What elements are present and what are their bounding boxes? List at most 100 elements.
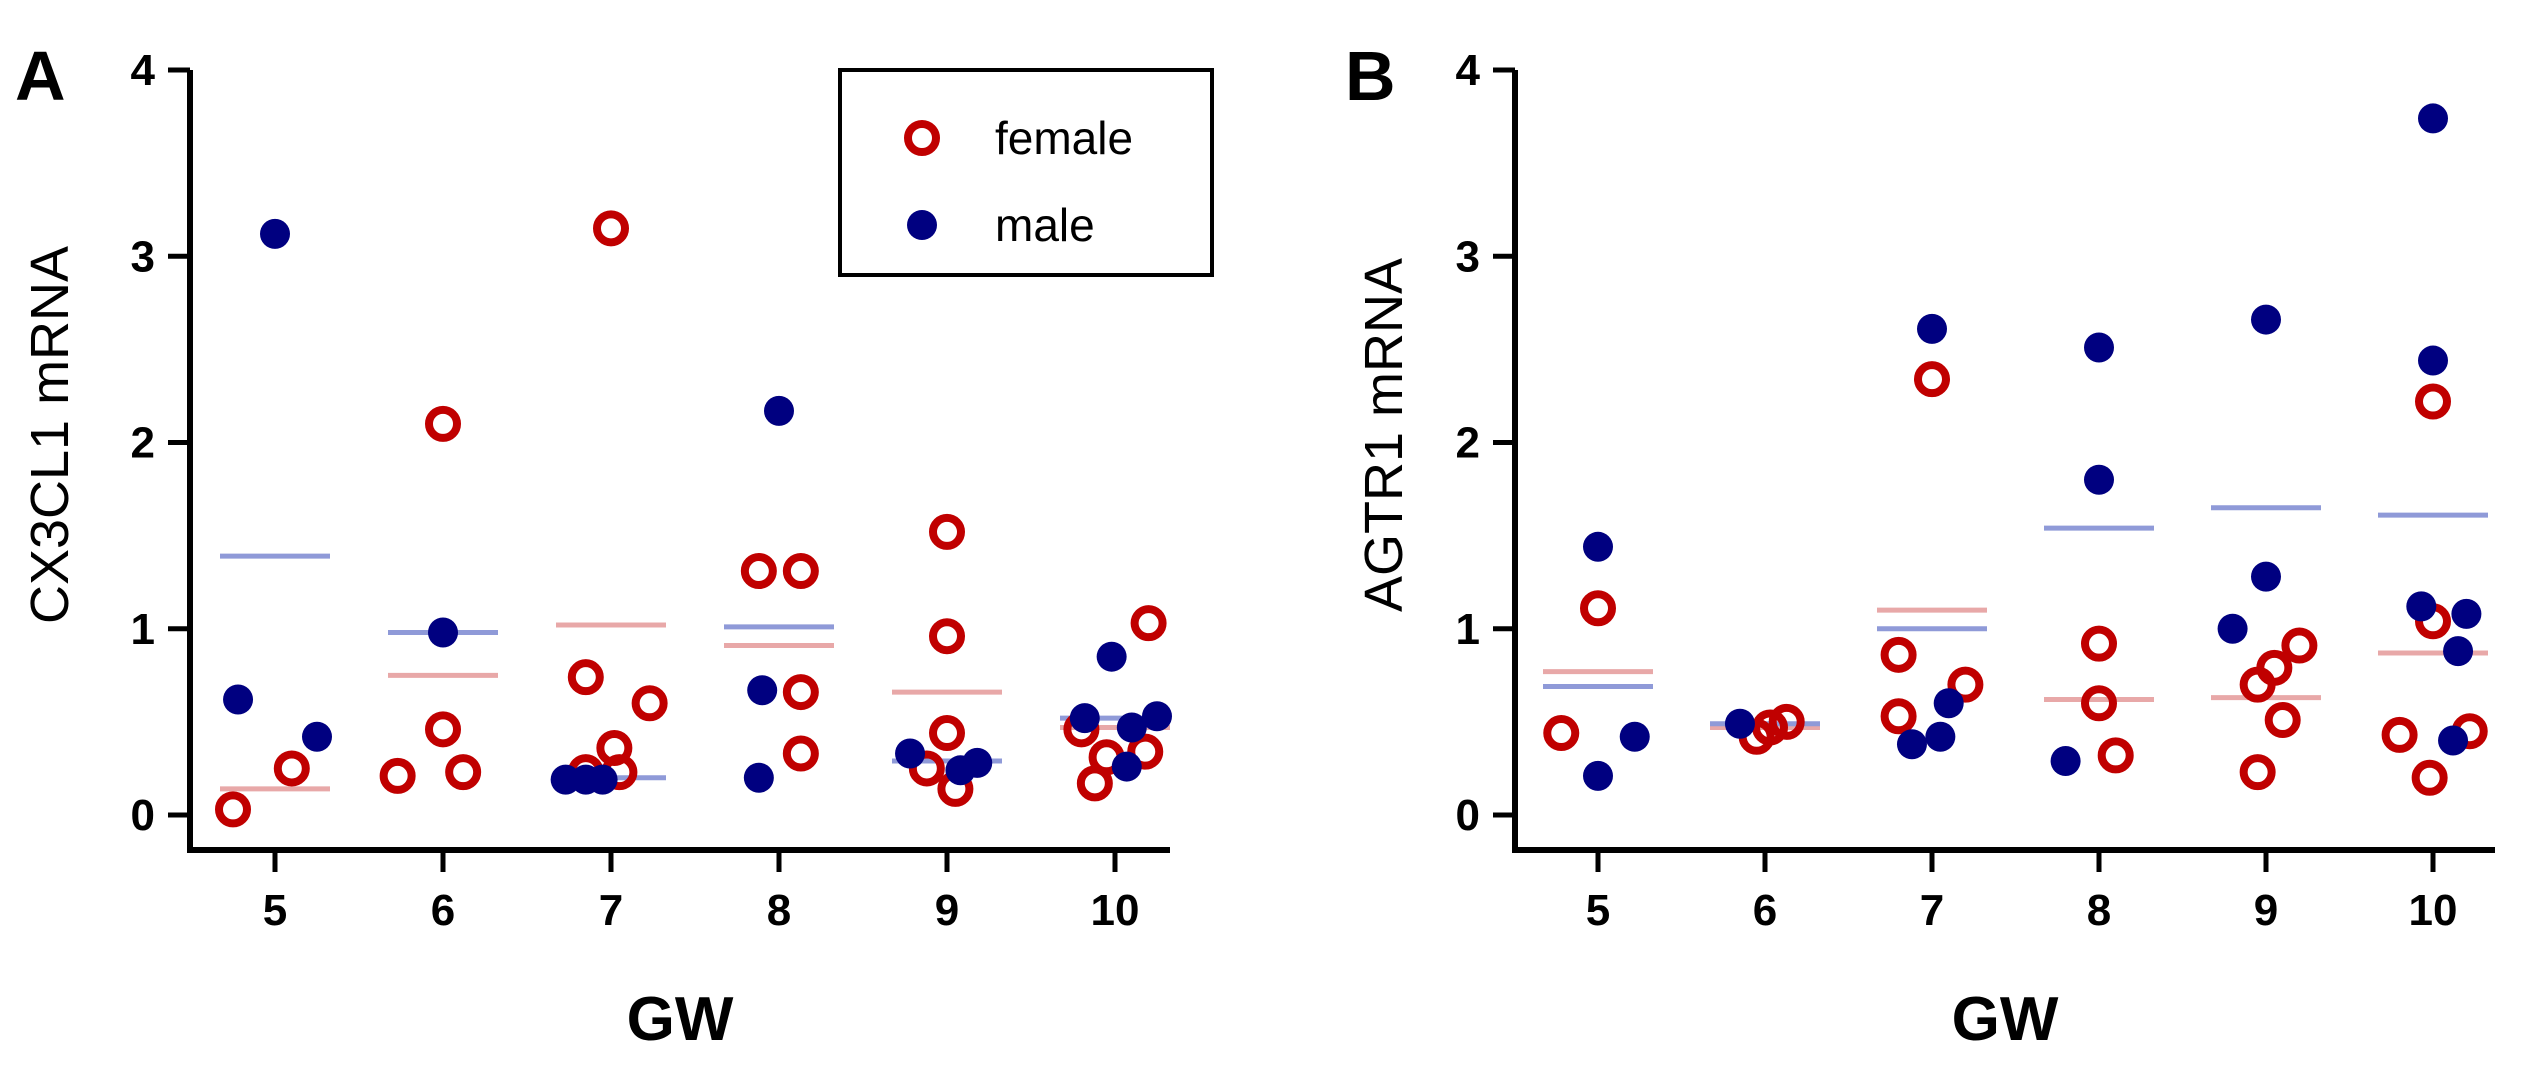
female-point-b	[2264, 702, 2301, 739]
female-point-b	[2239, 666, 2276, 703]
female-point-a	[782, 735, 819, 772]
male-point-b	[2084, 464, 2114, 495]
y-axis-title-b: AGTR1 mRNA	[1354, 258, 1414, 612]
x-tick-label-a: 8	[767, 886, 791, 935]
male-point-a	[428, 617, 458, 648]
y-tick-label-a: 4	[131, 46, 156, 95]
female-point-b	[2256, 649, 2293, 686]
legend: female male	[838, 68, 1214, 277]
x-tick-label-b: 6	[1753, 886, 1777, 935]
male-point-b	[2418, 345, 2448, 376]
female-point-b	[2239, 754, 2276, 791]
female-point-b	[2381, 716, 2418, 753]
y-tick-label-b: 2	[1456, 419, 1480, 468]
female-point-a	[908, 750, 945, 787]
x-tick-label-a: 6	[431, 886, 455, 935]
female-point-a	[929, 715, 965, 752]
male-point-b	[2443, 636, 2474, 667]
female-point-a	[1127, 733, 1164, 770]
female-point-a	[593, 210, 629, 247]
female-point-a	[445, 754, 482, 791]
y-tick-label-b: 0	[1456, 791, 1480, 840]
panel-a: 0 1 2 3 4 5 6 7 8 9 10 GW CX3CL1 mRNA	[20, 46, 1172, 1054]
male-point-b	[2084, 332, 2114, 363]
male-point-b	[1619, 721, 1650, 752]
y-tick-label-a: 0	[131, 791, 155, 840]
legend-box	[838, 68, 1214, 277]
female-point-b	[1880, 636, 1917, 673]
female-point-b	[2281, 627, 2318, 664]
y-tick-label-b: 1	[1456, 605, 1480, 654]
female-point-b	[2081, 625, 2117, 662]
x-tick-label-a: 10	[1091, 886, 1140, 935]
legend-label-male: male	[995, 199, 1095, 251]
female-point-b	[1580, 590, 1616, 627]
female-point-a	[273, 750, 310, 787]
female-point-a	[929, 513, 965, 550]
female-point-b	[2411, 759, 2448, 796]
y-tick-label-a: 3	[131, 232, 155, 281]
female-point-b	[1752, 709, 1789, 746]
female-point-a	[631, 685, 668, 722]
legend-marker-female	[904, 120, 940, 156]
panel-letter-a: A	[15, 37, 66, 115]
panel-b: 0 1 2 3 4 5 6 7 8 9 10 GW AGTR1 mRNA	[1354, 46, 2495, 1054]
male-point-a	[945, 755, 976, 786]
x-tick-label-b: 7	[1920, 886, 1944, 935]
female-point-a	[215, 791, 251, 828]
male-point-a	[260, 218, 290, 249]
male-point-b	[1925, 721, 1956, 752]
female-point-a	[1130, 605, 1167, 642]
male-point-b	[2050, 745, 2081, 776]
panel-letter-b: B	[1345, 37, 1396, 115]
legend-label-female: female	[995, 112, 1133, 164]
female-point-b	[1880, 698, 1917, 735]
male-point-b	[1724, 708, 1755, 739]
male-point-b	[1917, 313, 1947, 344]
female-point-a	[567, 659, 604, 696]
female-point-b	[2081, 685, 2117, 722]
x-tick-label-a: 7	[599, 886, 623, 935]
female-point-a	[782, 674, 819, 711]
male-point-a	[1096, 641, 1127, 672]
x-tick-label-b: 10	[2409, 886, 2458, 935]
x-tick-label-b: 8	[2087, 886, 2111, 935]
female-point-a	[929, 618, 965, 655]
male-point-b	[2451, 598, 2482, 629]
male-point-b	[1896, 729, 1927, 760]
male-point-b	[2418, 103, 2448, 134]
male-point-a	[587, 764, 618, 795]
male-point-a	[302, 721, 332, 752]
male-point-b	[2406, 591, 2437, 622]
y-axis-title-a: CX3CL1 mRNA	[20, 246, 80, 624]
male-point-b	[1583, 760, 1613, 791]
y-tick-label-a: 1	[131, 605, 155, 654]
female-point-a	[425, 405, 461, 442]
male-point-b	[1933, 688, 1964, 719]
legend-marker-male	[907, 210, 937, 240]
male-point-a	[223, 684, 254, 715]
female-point-a	[379, 757, 416, 794]
female-point-a	[1076, 765, 1113, 802]
y-tick-label-b: 3	[1456, 232, 1480, 281]
male-point-b	[2438, 725, 2469, 756]
female-point-b	[2415, 383, 2451, 420]
female-point-b	[1768, 703, 1805, 740]
female-point-a	[740, 553, 777, 590]
male-point-b	[2251, 561, 2281, 592]
male-point-a	[1069, 703, 1100, 734]
x-axis-title-a: GW	[627, 985, 734, 1054]
male-point-a	[743, 762, 774, 793]
male-point-a	[764, 395, 794, 426]
x-axis-title-b: GW	[1952, 985, 2059, 1054]
male-point-a	[747, 675, 778, 706]
female-point-b	[1947, 666, 1984, 703]
y-tick-label-b: 4	[1456, 46, 1481, 95]
male-point-b	[2217, 613, 2248, 644]
x-tick-label-b: 5	[1586, 886, 1610, 935]
male-point-a	[1111, 751, 1142, 782]
y-tick-label-a: 2	[131, 419, 155, 468]
female-point-b	[2097, 737, 2134, 774]
male-point-b	[2251, 304, 2281, 335]
